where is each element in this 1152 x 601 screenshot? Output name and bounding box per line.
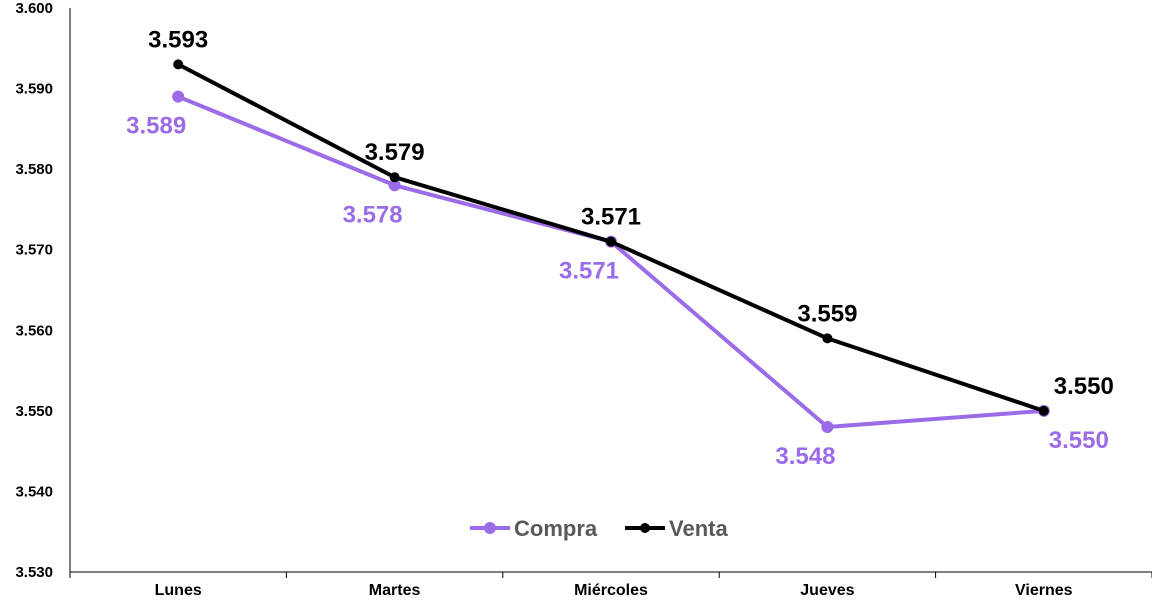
data-point: [389, 172, 400, 183]
data-label: 3.550: [1054, 373, 1114, 400]
axes: [69, 8, 1152, 573]
data-label: 3.589: [126, 113, 186, 140]
legend-item-compra: Compra: [470, 516, 598, 541]
x-tick-label: Jueves: [800, 582, 854, 599]
legend-item-venta: Venta: [625, 516, 728, 541]
y-tick-label: 3.550: [15, 403, 53, 420]
y-tick-label: 3.540: [15, 483, 53, 500]
series-compra: 3.589 3.578 3.571 3.548 3.550: [126, 90, 1109, 470]
data-point: [388, 179, 401, 192]
x-tick-label: Martes: [369, 582, 421, 599]
data-point: [172, 90, 185, 103]
data-point: [173, 59, 184, 70]
data-label: 3.571: [559, 258, 619, 285]
data-label: 3.578: [343, 201, 403, 228]
x-tick-label: Viernes: [1015, 582, 1073, 599]
data-label: 3.579: [365, 139, 425, 166]
legend: Compra Venta: [470, 516, 728, 541]
series-venta: 3.593 3.579 3.571 3.559 3.550: [148, 26, 1114, 416]
data-point: [821, 420, 834, 433]
data-label: 3.550: [1049, 427, 1109, 454]
legend-label: Compra: [514, 516, 598, 541]
y-tick-label: 3.590: [15, 81, 53, 98]
series-group: 3.589 3.578 3.571 3.548 3.550 3.593 3.579 3.571…: [126, 26, 1114, 470]
data-label: 3.548: [775, 443, 835, 470]
data-point: [822, 333, 833, 344]
data-point: [1038, 405, 1049, 416]
x-axis-ticks: Lunes Martes Miércoles Jueves Viernes: [69, 572, 1152, 599]
x-tick-label: Miércoles: [574, 582, 648, 599]
x-tick-label: Lunes: [155, 582, 202, 599]
y-tick-label: 3.580: [15, 161, 53, 178]
data-point: [606, 236, 616, 247]
y-tick-label: 3.560: [15, 322, 53, 339]
y-tick-label: 3.600: [15, 0, 53, 17]
legend-swatch-marker: [640, 523, 650, 533]
y-tick-label: 3.570: [15, 242, 53, 259]
legend-label: Venta: [669, 516, 728, 541]
data-label: 3.559: [797, 300, 857, 327]
data-label: 3.571: [581, 204, 641, 231]
y-axis-ticks: 3.530 3.540 3.550 3.560 3.570 3.580 3.590 3.600: [15, 0, 53, 581]
data-label: 3.593: [148, 26, 208, 53]
legend-swatch-marker: [484, 522, 496, 534]
y-tick-label: 3.530: [15, 564, 53, 581]
